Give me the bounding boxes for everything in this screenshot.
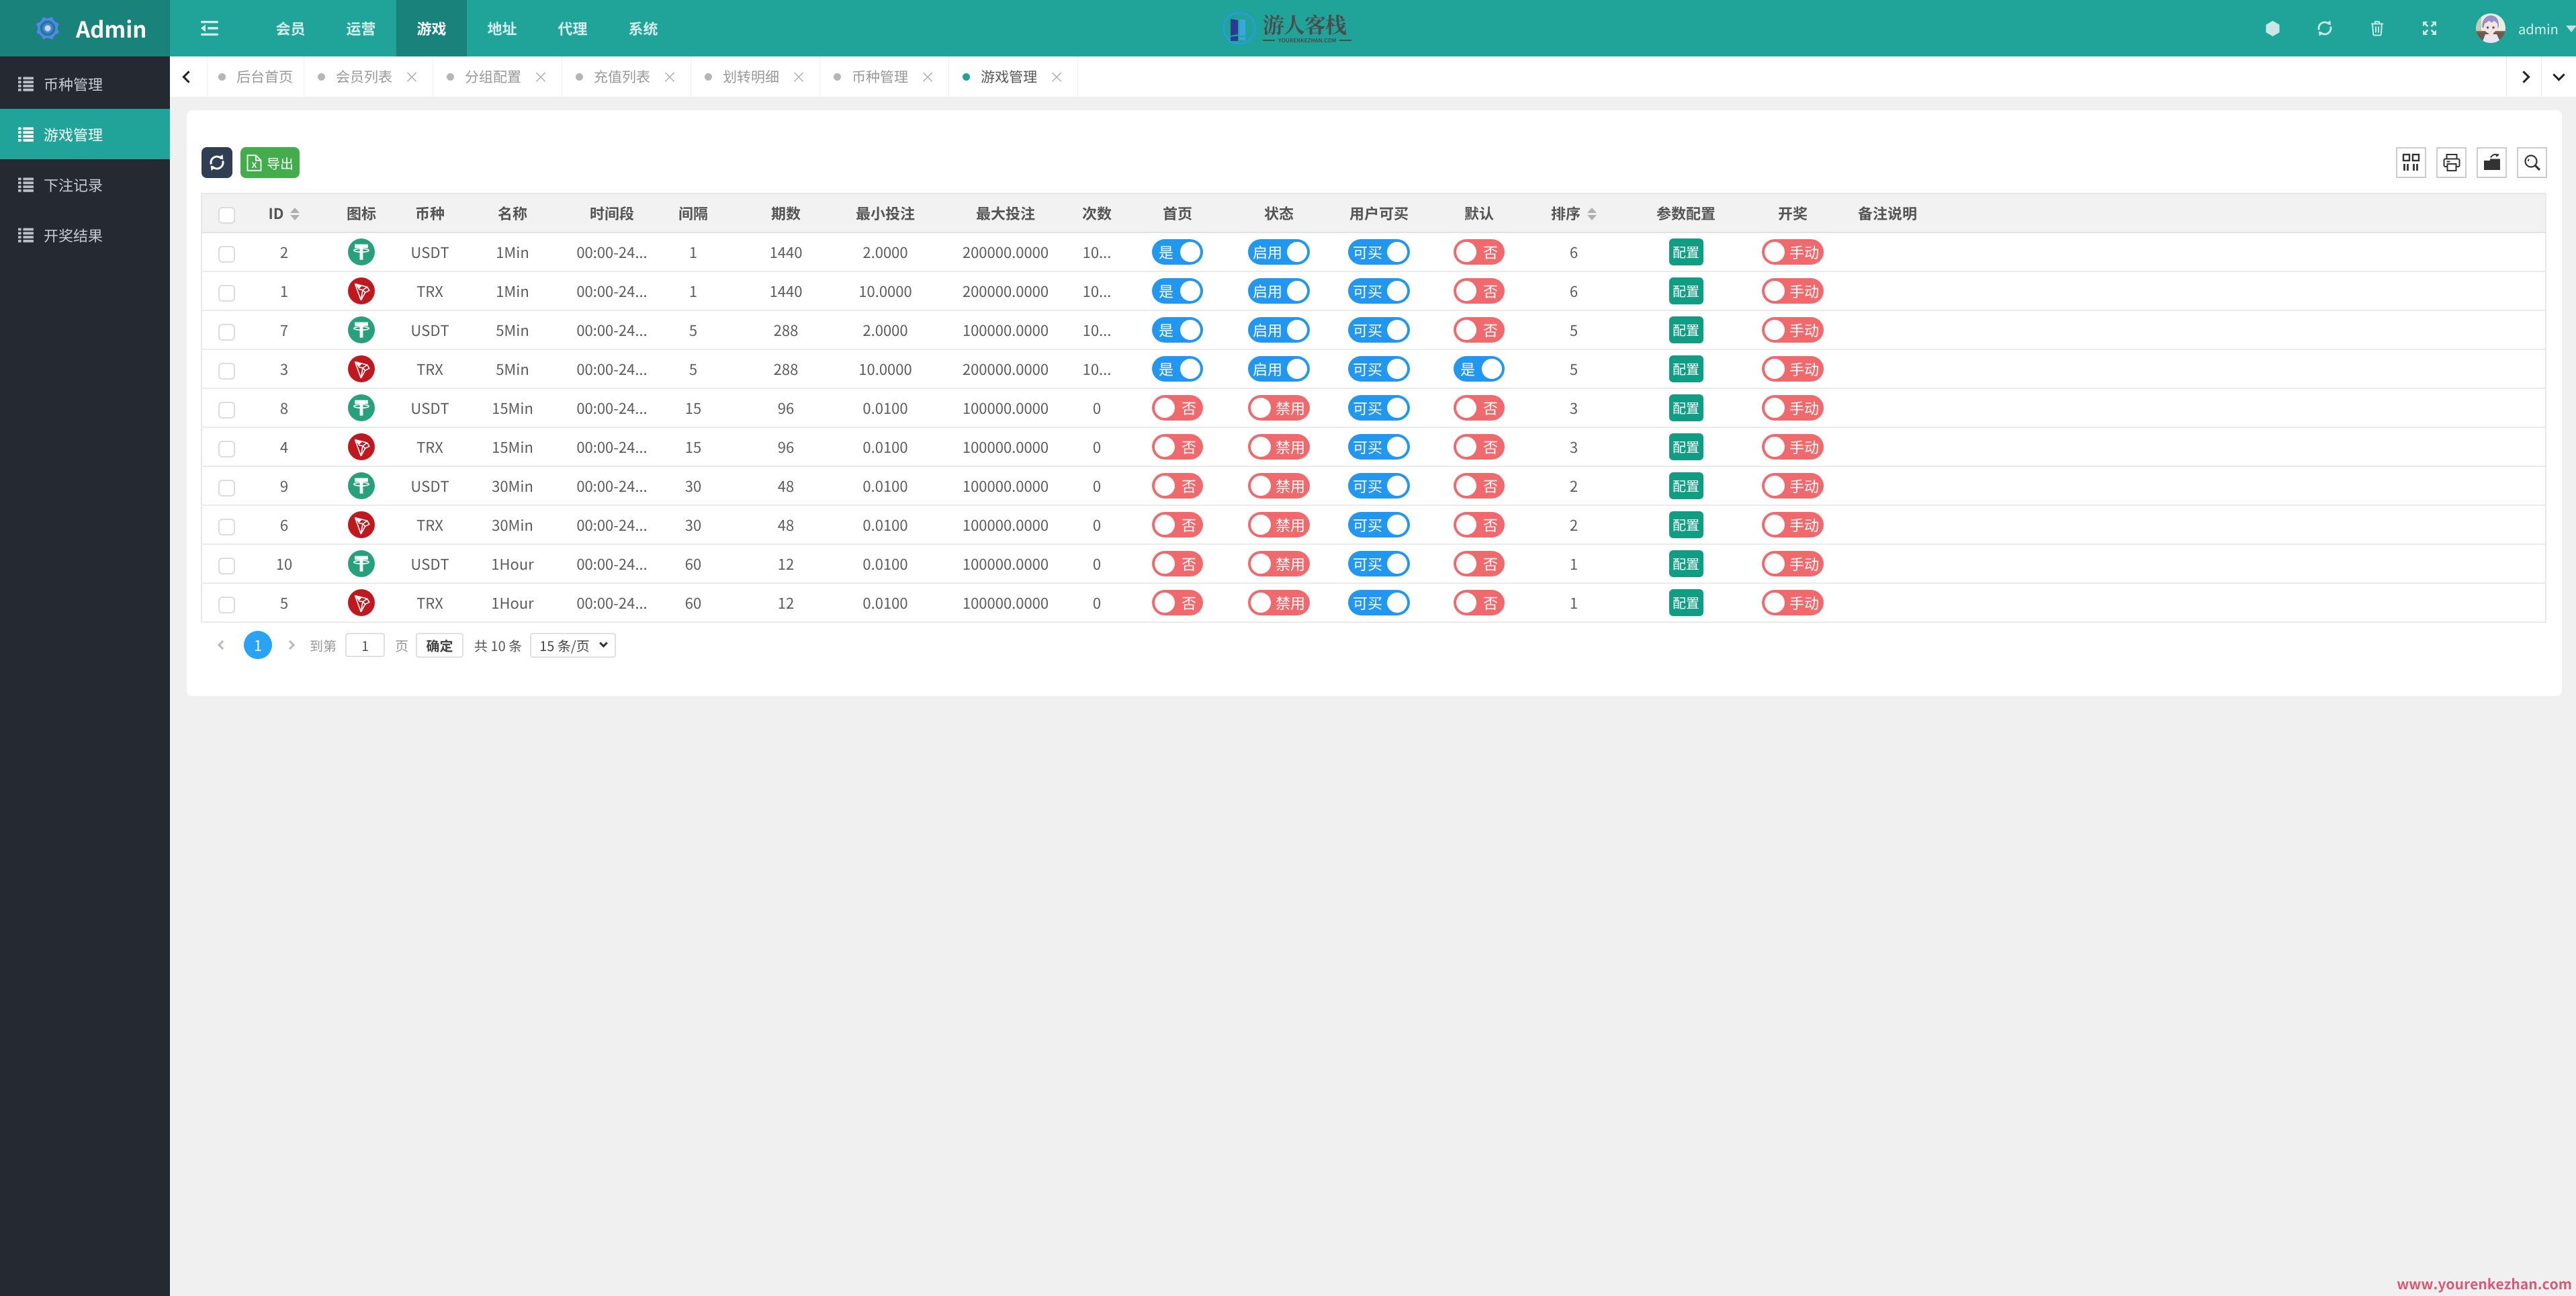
svg-text:X: X — [251, 161, 257, 170]
